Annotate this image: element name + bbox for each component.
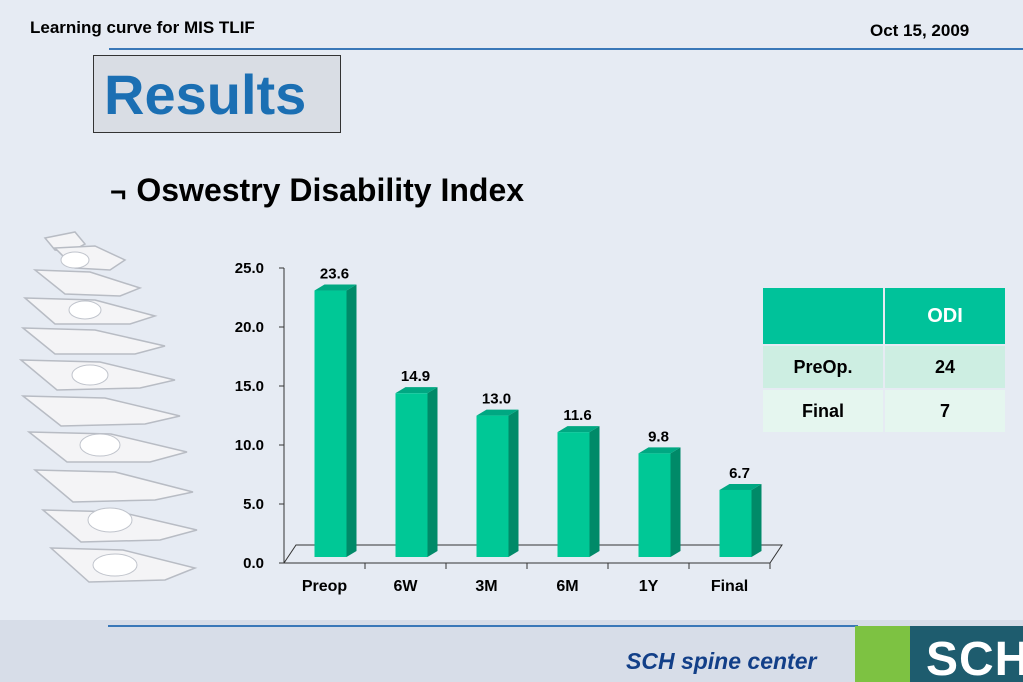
bar bbox=[314, 290, 347, 557]
bar-top bbox=[638, 447, 681, 454]
y-tick-label: 25.0 bbox=[235, 260, 264, 277]
bar-top bbox=[476, 409, 519, 416]
title-box: Results bbox=[93, 55, 341, 133]
odi-table: ODI PreOp. 24 Final 7 bbox=[761, 286, 1007, 434]
bar-value-label: 11.6 bbox=[563, 407, 591, 424]
table-cell: PreOp. bbox=[763, 346, 883, 388]
bar bbox=[638, 453, 671, 557]
bar-top bbox=[395, 387, 438, 394]
bar-top bbox=[557, 426, 600, 433]
footer-text: SCH spine center bbox=[626, 648, 817, 674]
y-tick-label: 0.0 bbox=[243, 555, 264, 572]
x-tick-label: 6W bbox=[394, 578, 419, 595]
bar-side bbox=[751, 483, 762, 557]
bar-top bbox=[719, 483, 762, 490]
bar-value-label: 9.8 bbox=[648, 428, 669, 445]
y-tick-label: 5.0 bbox=[243, 496, 264, 513]
bar bbox=[476, 415, 509, 557]
logo-green-block bbox=[855, 626, 910, 682]
table-header-cell: ODI bbox=[885, 288, 1005, 344]
x-tick-label: 3M bbox=[475, 578, 497, 595]
slide-title: Results bbox=[104, 63, 307, 126]
bullet-text: Oswestry Disability Index bbox=[136, 172, 525, 208]
table-header-cell bbox=[763, 288, 883, 344]
table-header-row: ODI bbox=[763, 288, 1005, 344]
logo-text: SCH bbox=[926, 633, 1023, 682]
x-tick-label: Preop bbox=[302, 578, 348, 595]
table-cell: 7 bbox=[885, 390, 1005, 432]
header-divider bbox=[109, 48, 1023, 50]
bullet-item: ¬ Oswestry Disability Index bbox=[110, 172, 524, 209]
bar-side bbox=[346, 284, 357, 557]
bar-side bbox=[508, 409, 519, 557]
table-cell: Final bbox=[763, 390, 883, 432]
x-tick-label: Final bbox=[711, 578, 748, 595]
table-row: Final 7 bbox=[763, 390, 1005, 432]
chart-floor bbox=[283, 544, 783, 564]
bar-top bbox=[314, 284, 357, 291]
bar-side bbox=[589, 426, 600, 557]
bar bbox=[719, 489, 752, 557]
footer-bar bbox=[0, 620, 1023, 682]
bullet-mark: ¬ bbox=[110, 176, 127, 207]
bar bbox=[395, 393, 428, 557]
x-tick-label: 6M bbox=[556, 578, 578, 595]
table-cell: 24 bbox=[885, 346, 1005, 388]
odi-bar-chart: 0.0 5.0 10.0 15.0 20.0 25.0 23.6 Preop 14.9 6W 13.… bbox=[235, 260, 783, 595]
bar bbox=[557, 432, 590, 557]
header-title: Learning curve for MIS TLIF bbox=[30, 18, 255, 37]
header-bar bbox=[0, 0, 1023, 50]
x-tick-label: 1Y bbox=[639, 578, 659, 595]
y-tick-label: 15.0 bbox=[235, 378, 264, 395]
y-tick-label: 10.0 bbox=[235, 437, 264, 454]
sch-logo: SCH bbox=[910, 626, 1023, 682]
bar-side bbox=[670, 447, 681, 557]
bar-value-label: 13.0 bbox=[482, 391, 511, 408]
bar-value-label: 6.7 bbox=[729, 465, 750, 482]
bar-value-label: 23.6 bbox=[320, 266, 349, 283]
table-row: PreOp. 24 bbox=[763, 346, 1005, 388]
footer-divider bbox=[108, 625, 858, 627]
bar-value-label: 14.9 bbox=[401, 368, 430, 385]
y-tick-label: 20.0 bbox=[235, 319, 264, 336]
spine-illustration bbox=[18, 231, 198, 583]
header-date: Oct 15, 2009 bbox=[870, 21, 970, 40]
bar-side bbox=[427, 387, 438, 557]
